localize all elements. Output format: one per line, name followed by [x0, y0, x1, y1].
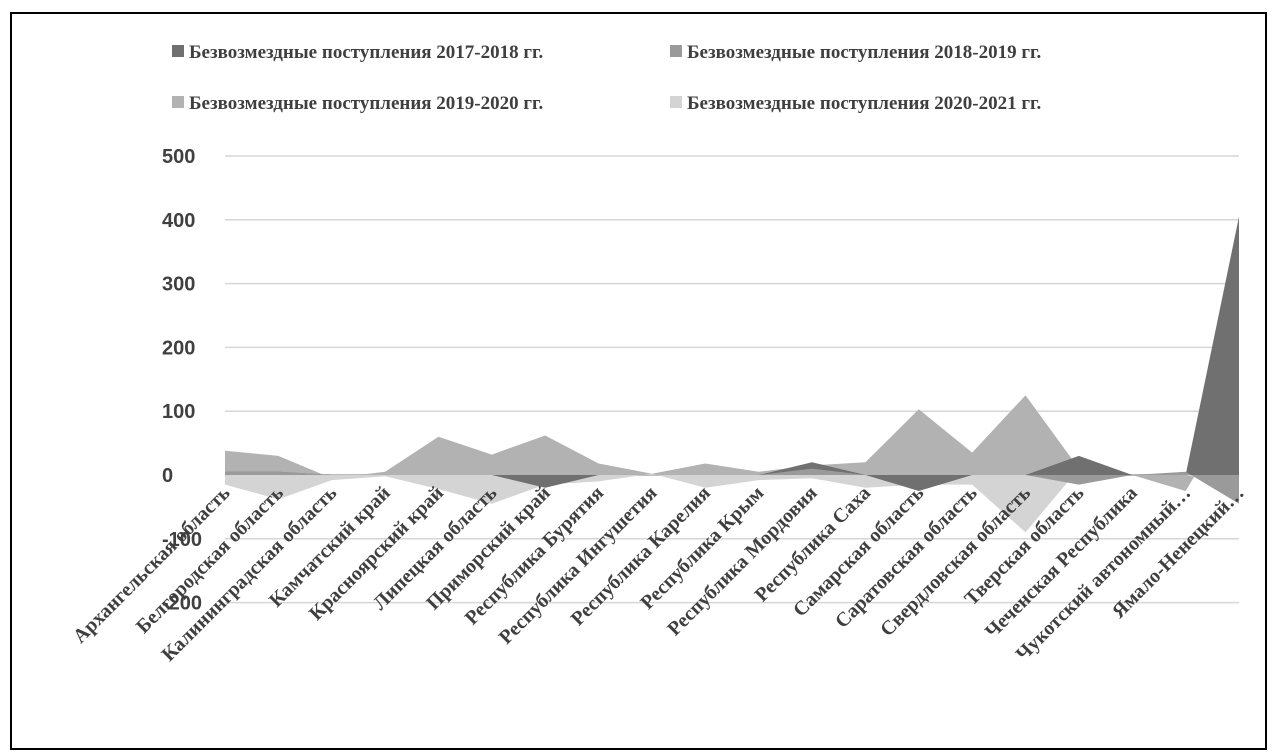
legend-label: Безвозмездные поступления 2019-2020 гг.	[189, 93, 543, 114]
chart-frame: Безвозмездные поступления 2017-2018 гг. Б…	[10, 12, 1267, 750]
y-tick-label: 100	[162, 401, 195, 423]
y-tick-label: 400	[162, 210, 195, 232]
legend-swatch	[172, 45, 184, 57]
series-area	[225, 468, 1239, 533]
series-area	[225, 216, 1239, 491]
y-tick-label: 0	[162, 465, 173, 487]
y-tick-label: 500	[162, 146, 195, 168]
legend-swatch	[670, 96, 682, 108]
y-tick-label: 200	[162, 337, 195, 359]
series-area	[225, 395, 1239, 491]
legend-label: Безвозмездные поступления 2017-2018 гг.	[189, 42, 543, 63]
y-tick-label: 300	[162, 274, 195, 296]
legend-label: Безвозмездные поступления 2020-2021 гг.	[687, 93, 1041, 114]
legend-swatch	[172, 96, 184, 108]
y-axis: -200 -100 0 100 200 300 400 500	[162, 146, 202, 615]
series-areas	[225, 216, 1239, 533]
legend: Безвозмездные поступления 2017-2018 гг. Б…	[172, 42, 1041, 114]
legend-swatch	[670, 45, 682, 57]
y-tick-label: -100	[162, 529, 202, 551]
legend-label: Безвозмездные поступления 2018-2019 гг.	[687, 42, 1041, 63]
y-tick-label: -200	[162, 593, 202, 615]
area-chart: Безвозмездные поступления 2017-2018 гг. Б…	[69, 42, 1249, 666]
